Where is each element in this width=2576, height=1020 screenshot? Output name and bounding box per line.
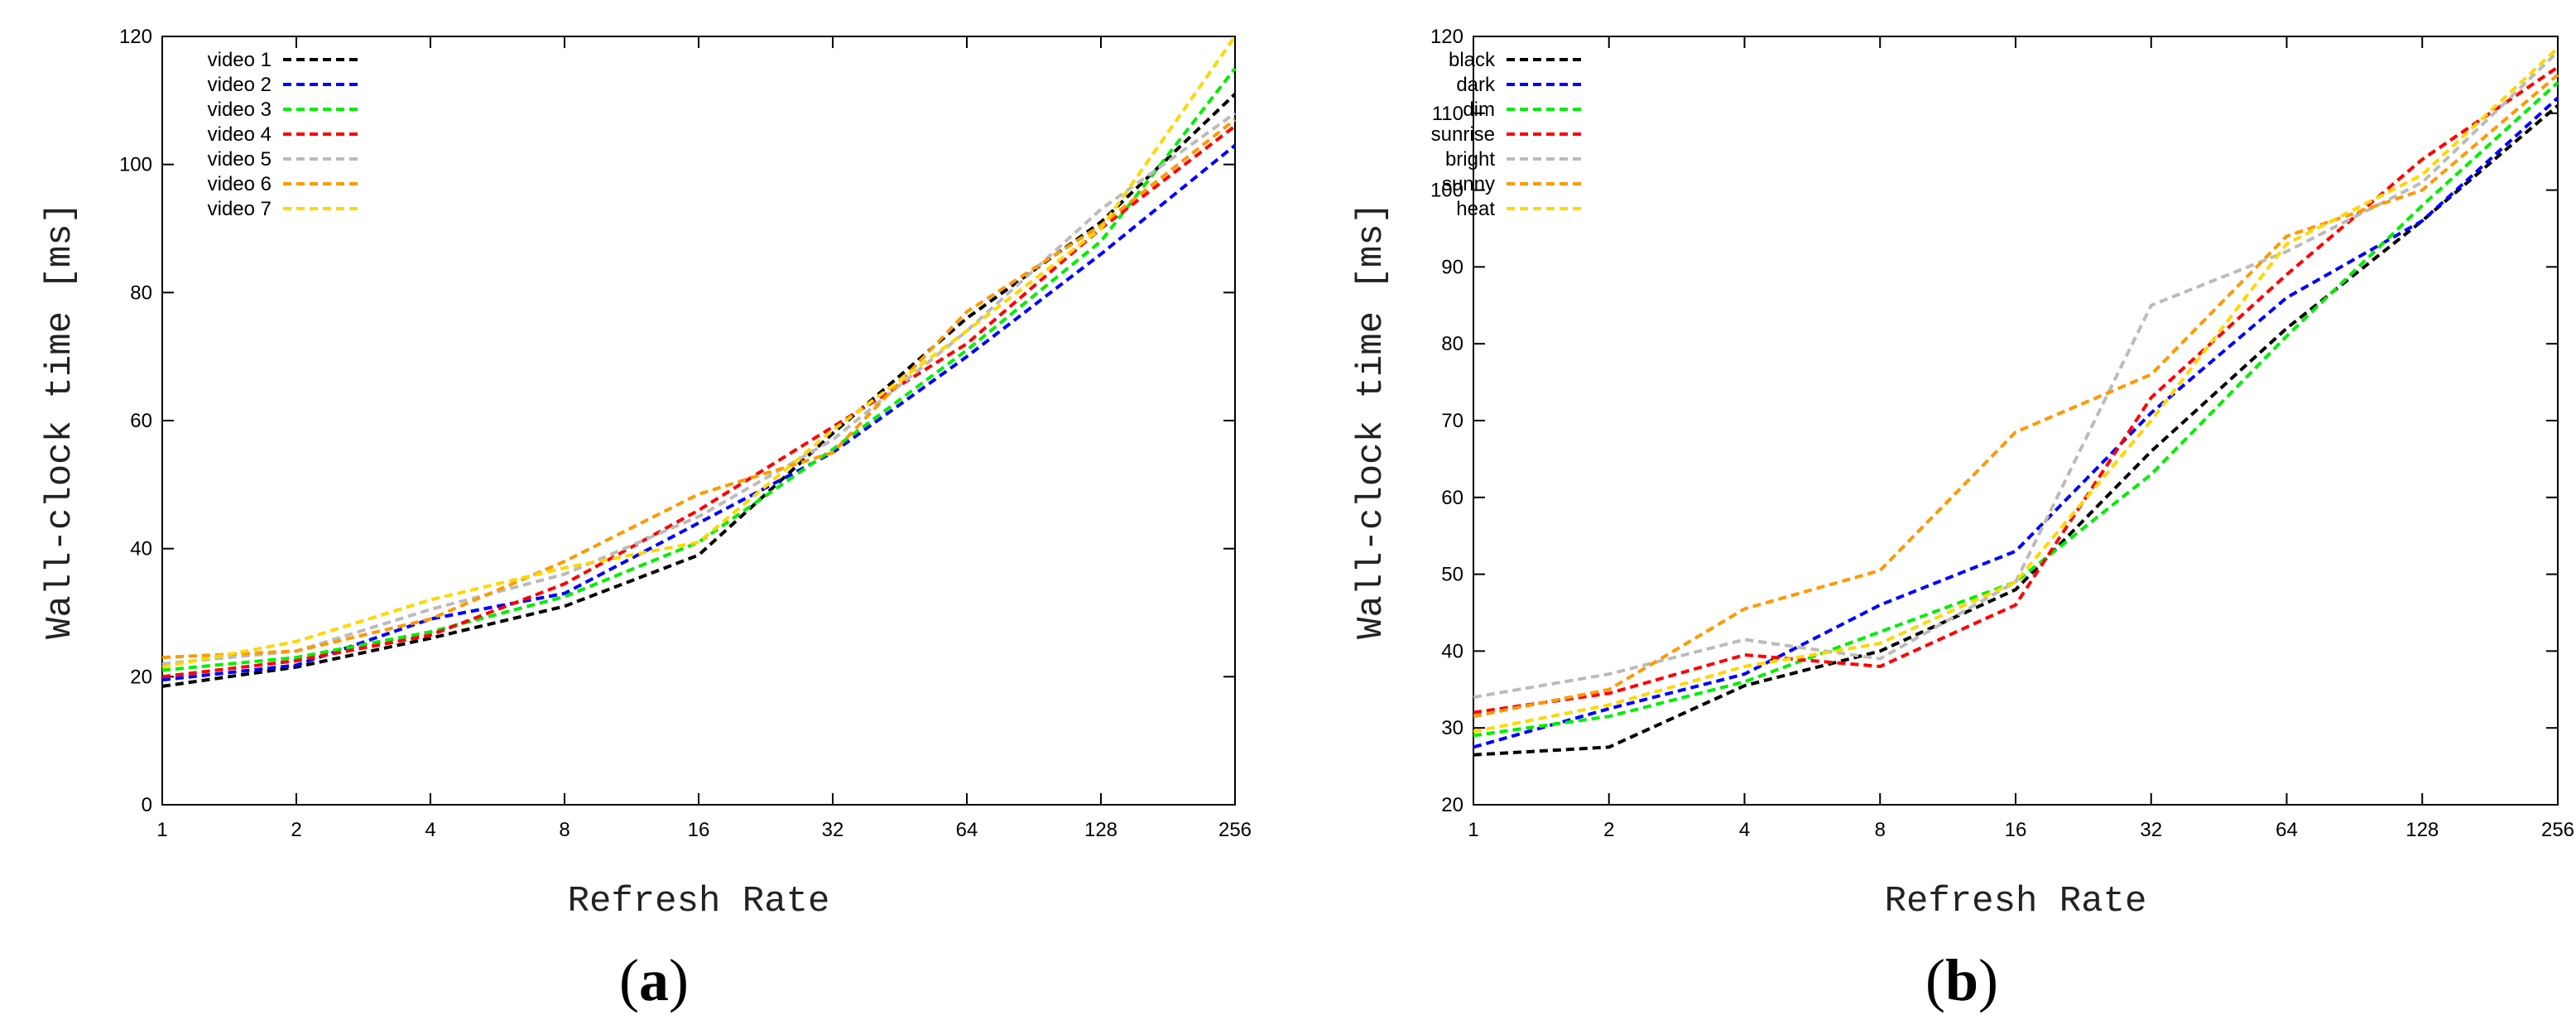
x-tick-label: 16 — [688, 819, 710, 841]
x-tick-label: 32 — [2140, 819, 2162, 841]
series-line-heat — [1473, 46, 2559, 734]
series-line-sunrise — [1473, 65, 2559, 714]
x-tick-label: 128 — [2405, 819, 2439, 841]
legend-label: video 1 — [208, 49, 272, 71]
y-axis-title: Wall-clock time [ms] — [1351, 202, 1392, 639]
panel-letter: b — [1945, 947, 1978, 1013]
legend-label: sunrise — [1431, 123, 1495, 146]
legend-label: video 3 — [208, 99, 272, 121]
y-tick-label: 80 — [130, 281, 152, 304]
legend-label: video 2 — [208, 74, 272, 96]
legend-label: dim — [1463, 99, 1495, 121]
x-tick-label: 1 — [156, 819, 167, 841]
x-tick-label: 8 — [559, 819, 570, 841]
legend-label: video 7 — [208, 198, 272, 220]
series-line-video-5 — [161, 112, 1237, 666]
panel-label-open: ( — [1925, 947, 1945, 1013]
x-tick-label: 1 — [1468, 819, 1478, 841]
x-tick-label: 16 — [2005, 819, 2027, 841]
y-tick-label: 20 — [1441, 794, 1463, 816]
x-tick-label: 32 — [822, 819, 844, 841]
panel-label: (b) — [1925, 947, 1998, 1013]
y-tick-label: 60 — [130, 410, 152, 432]
x-axis-title: Refresh Rate — [1885, 881, 2147, 922]
y-tick-label: 120 — [1430, 26, 1463, 48]
series-line-sunny — [1473, 73, 2559, 719]
series-line-bright — [1473, 51, 2559, 700]
y-tick-label: 120 — [119, 26, 152, 48]
y-tick-label: 20 — [130, 666, 152, 688]
y-tick-label: 110 — [1432, 103, 1463, 125]
y-tick-label: 0 — [142, 794, 152, 816]
series-line-video-3 — [161, 67, 1237, 672]
x-tick-label: 4 — [1739, 819, 1750, 841]
x-tick-label: 256 — [1218, 819, 1252, 841]
y-tick-label: 30 — [1441, 717, 1463, 739]
panel-label-open: ( — [619, 947, 639, 1013]
y-tick-label: 40 — [1441, 640, 1463, 662]
legend-label: video 5 — [208, 148, 272, 171]
series-line-dark — [1473, 96, 2559, 749]
legend-label: video 4 — [208, 123, 272, 146]
y-tick-label: 100 — [1430, 180, 1463, 202]
y-tick-label: 50 — [1441, 564, 1463, 586]
legend-label: black — [1449, 49, 1496, 71]
x-tick-label: 64 — [2276, 819, 2298, 841]
x-tick-label: 128 — [1084, 819, 1117, 841]
chart-panel-b: 20 30 40 50 60 70 80 90 100 110 120 1 2 4 8 16 32 64 128 25… — [1351, 26, 2574, 1013]
x-tick-label: 64 — [956, 819, 978, 841]
series-line-video-2 — [161, 143, 1237, 682]
y-axis-title: Wall-clock time [ms] — [40, 202, 81, 639]
y-tick-label: 70 — [1441, 410, 1463, 432]
panel-letter: a — [639, 947, 669, 1013]
legend-label: sunny — [1442, 173, 1495, 195]
x-tick-label: 8 — [1875, 819, 1886, 841]
legend-label: bright — [1445, 148, 1495, 171]
y-tick-label: 40 — [130, 538, 152, 561]
series-line-video-6 — [161, 118, 1237, 660]
x-tick-label: 256 — [2541, 819, 2574, 841]
x-tick-label: 4 — [425, 819, 435, 841]
x-tick-label: 2 — [291, 819, 301, 841]
legend-label: video 6 — [208, 173, 272, 195]
chart-panel-a: 0 20 40 60 80 100 120 1 2 4 8 16 32 64 128 256 Refresh R… — [40, 26, 1252, 1013]
y-tick-label: 80 — [1441, 333, 1463, 355]
y-tick-label: 90 — [1441, 256, 1463, 278]
x-axis-title: Refresh Rate — [568, 881, 830, 922]
panel-label-close: ) — [1978, 947, 1998, 1013]
legend-label: dark — [1456, 74, 1496, 96]
y-tick-label: 60 — [1441, 487, 1463, 509]
legend-label: heat — [1456, 198, 1495, 220]
panel-label: (a) — [619, 947, 689, 1013]
panel-label-close: ) — [669, 947, 689, 1013]
x-tick-label: 2 — [1603, 819, 1614, 841]
series-line-black — [1473, 103, 2559, 757]
y-tick-label: 100 — [119, 154, 152, 176]
